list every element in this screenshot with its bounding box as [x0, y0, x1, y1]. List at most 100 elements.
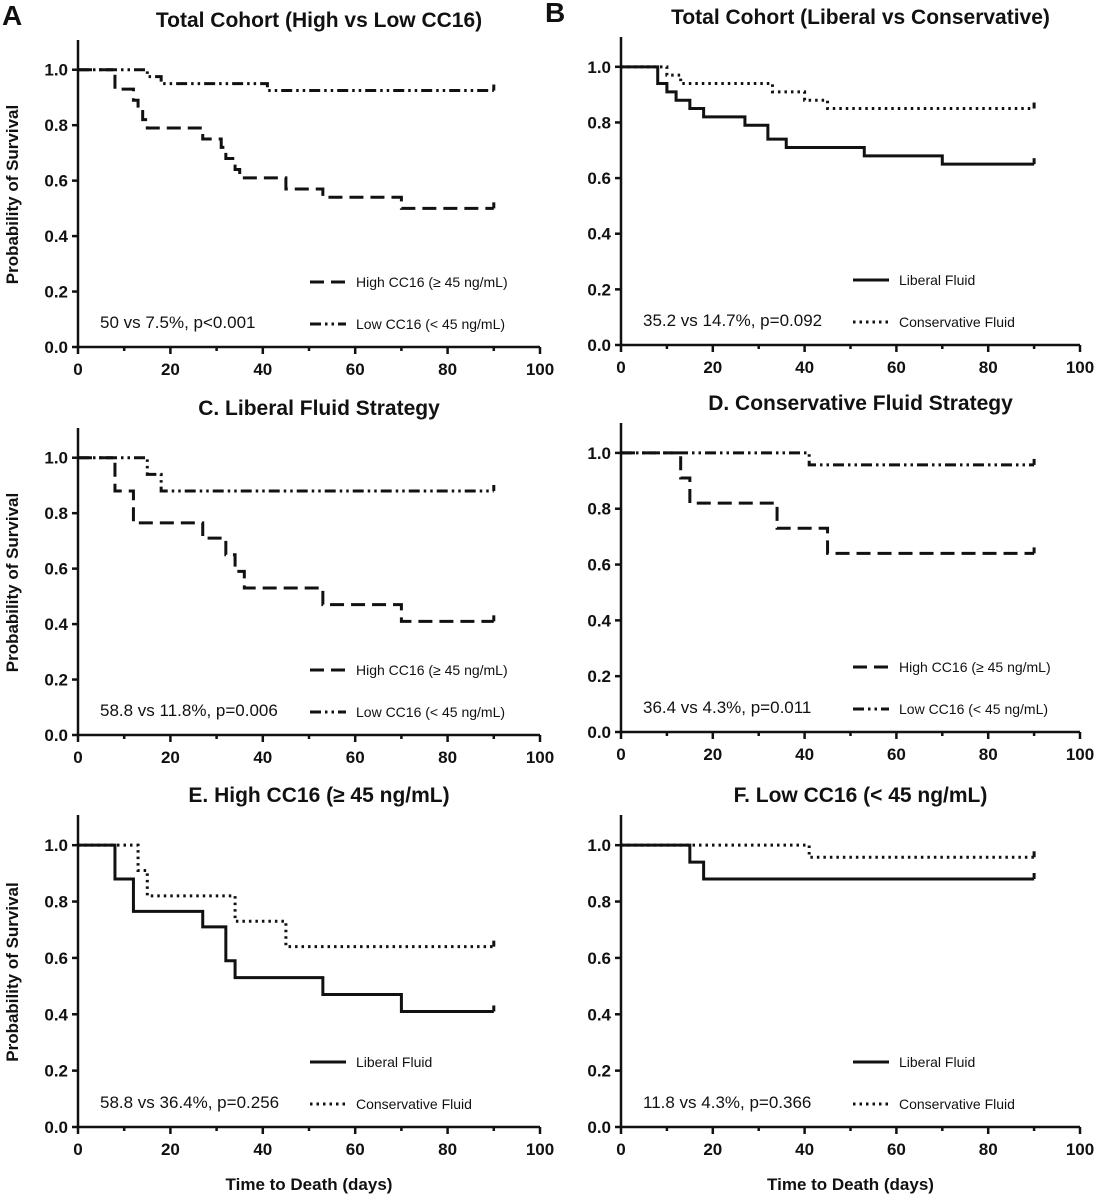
x-axis-label: Time to Death (days): [226, 1175, 393, 1194]
panel-5: E. High CC16 (≥ 45 ng/mL) 0.0 0.2 0.4 0.6 0.8…: [3, 784, 554, 1194]
panel-3: C. Liberal Fluid Strategy 0.0 0.2 0.4 0.6 0.8…: [3, 397, 554, 767]
x-tick-label: 0: [73, 1140, 82, 1159]
stat-annotation: 35.2 vs 14.7%, p=0.092: [643, 311, 822, 330]
y-tick-label: 0.4: [44, 615, 68, 634]
panel-letter: B: [545, 0, 565, 28]
y-tick-label: 0.4: [587, 611, 611, 630]
panel-1: A Total Cohort (High vs Low CC16) 0.0 0.2 0.…: [2, 0, 554, 379]
x-tick-label: 60: [346, 360, 365, 379]
legend-label: Conservative Fluid: [899, 1096, 1015, 1112]
x-tick-label: 20: [161, 360, 180, 379]
y-axis-label: Probability of Survival: [3, 882, 22, 1062]
x-tick-label: 100: [526, 748, 554, 767]
x-tick-label: 100: [526, 360, 554, 379]
y-tick-label: 0.6: [44, 949, 68, 968]
x-tick-label: 100: [1066, 358, 1094, 377]
survival-curve-dot: [621, 843, 1035, 859]
stat-annotation: 36.4 vs 4.3%, p=0.011: [643, 698, 811, 717]
x-tick-label: 40: [253, 748, 272, 767]
legend-label: High CC16 (≥ 45 ng/mL): [899, 659, 1051, 675]
survival-curve-dot: [621, 65, 1035, 111]
x-tick-label: 80: [979, 358, 998, 377]
legend-label: Liberal Fluid: [356, 1054, 432, 1070]
x-tick-label: 60: [887, 745, 906, 764]
y-tick-label: 1.0: [44, 836, 68, 855]
stat-annotation: 58.8 vs 36.4%, p=0.256: [100, 1093, 279, 1112]
y-axis-label: Probability of Survival: [3, 493, 22, 673]
legend-label: Liberal Fluid: [899, 272, 975, 288]
panel-4: D. Conservative Fluid Strategy 0.0 0.2 0.4 0…: [587, 392, 1094, 764]
y-tick-label: 0.2: [44, 283, 68, 302]
y-tick-label: 1.0: [587, 58, 611, 77]
panel-title: C. Liberal Fluid Strategy: [198, 397, 440, 420]
legend-label: High CC16 (≥ 45 ng/mL): [356, 662, 508, 678]
stat-annotation: 50 vs 7.5%, p<0.001: [100, 313, 255, 332]
y-tick-label: 1.0: [587, 836, 611, 855]
x-tick-label: 80: [438, 748, 457, 767]
panel-title: F. Low CC16 (< 45 ng/mL): [734, 784, 988, 807]
y-tick-label: 0.6: [587, 556, 611, 575]
panel-title: Total Cohort (High vs Low CC16): [156, 9, 482, 32]
survival-curve-dashdotdot: [621, 451, 1035, 467]
legend-label: Low CC16 (< 45 ng/mL): [899, 701, 1048, 717]
x-tick-label: 100: [1066, 745, 1094, 764]
x-tick-label: 80: [979, 745, 998, 764]
panel-title: D. Conservative Fluid Strategy: [708, 392, 1013, 415]
x-tick-label: 20: [161, 1140, 180, 1159]
y-tick-label: 0.8: [587, 500, 611, 519]
stat-annotation: 11.8 vs 4.3%, p=0.366: [643, 1093, 811, 1112]
x-tick-label: 20: [703, 358, 722, 377]
x-tick-label: 0: [616, 1140, 625, 1159]
survival-curve-dash: [78, 68, 494, 210]
y-tick-label: 0.6: [44, 172, 68, 191]
panel-6: F. Low CC16 (< 45 ng/mL) 0.0 0.2 0.4 0.6 0.8 1…: [587, 784, 1094, 1194]
y-tick-label: 1.0: [44, 449, 68, 468]
x-tick-label: 60: [887, 358, 906, 377]
survival-curve-solid: [621, 65, 1035, 166]
y-tick-label: 0.2: [44, 671, 68, 690]
y-tick-label: 0.2: [44, 1062, 68, 1081]
stat-annotation: 58.8 vs 11.8%, p=0.006: [100, 701, 278, 720]
x-tick-label: 60: [346, 1140, 365, 1159]
x-tick-label: 40: [253, 360, 272, 379]
panel-title: E. High CC16 (≥ 45 ng/mL): [188, 784, 449, 807]
y-tick-label: 0.8: [44, 504, 68, 523]
y-tick-label: 0.8: [44, 893, 68, 912]
y-tick-label: 0.8: [587, 113, 611, 132]
x-tick-label: 20: [703, 745, 722, 764]
panel-2: B Total Cohort (Liberal vs Conservative) 0…: [545, 0, 1094, 377]
x-tick-label: 80: [979, 1140, 998, 1159]
y-tick-label: 0.0: [587, 1118, 611, 1137]
y-tick-label: 0.8: [44, 116, 68, 135]
legend-label: Conservative Fluid: [356, 1096, 472, 1112]
y-tick-label: 0.2: [587, 667, 611, 686]
survival-curve-dashdotdot: [78, 456, 494, 493]
x-axis-label: Time to Death (days): [767, 1175, 934, 1194]
y-axis-label: Probability of Survival: [3, 105, 22, 285]
legend-label: Low CC16 (< 45 ng/mL): [356, 704, 505, 720]
y-tick-label: 0.0: [44, 338, 68, 357]
survival-curve-dot: [78, 843, 494, 949]
survival-curve-solid: [621, 843, 1035, 881]
legend-label: Conservative Fluid: [899, 314, 1015, 330]
y-tick-label: 0.0: [587, 336, 611, 355]
y-tick-label: 0.0: [587, 723, 611, 742]
y-tick-label: 0.4: [44, 1005, 68, 1024]
x-tick-label: 80: [438, 1140, 457, 1159]
panel-title: Total Cohort (Liberal vs Conservative): [671, 6, 1050, 29]
survival-curve-dashdotdot: [78, 68, 494, 93]
y-tick-label: 0.4: [587, 1005, 611, 1024]
x-tick-label: 0: [73, 360, 82, 379]
y-tick-label: 0.0: [44, 726, 68, 745]
x-tick-label: 40: [795, 1140, 814, 1159]
x-tick-label: 100: [1066, 1140, 1094, 1159]
survival-curve-dash: [621, 451, 1035, 555]
y-tick-label: 0.4: [44, 227, 68, 246]
y-tick-label: 0.6: [587, 169, 611, 188]
legend-label: Low CC16 (< 45 ng/mL): [356, 316, 505, 332]
y-tick-label: 1.0: [44, 61, 68, 80]
x-tick-label: 60: [887, 1140, 906, 1159]
y-tick-label: 0.8: [587, 893, 611, 912]
x-tick-label: 40: [795, 358, 814, 377]
